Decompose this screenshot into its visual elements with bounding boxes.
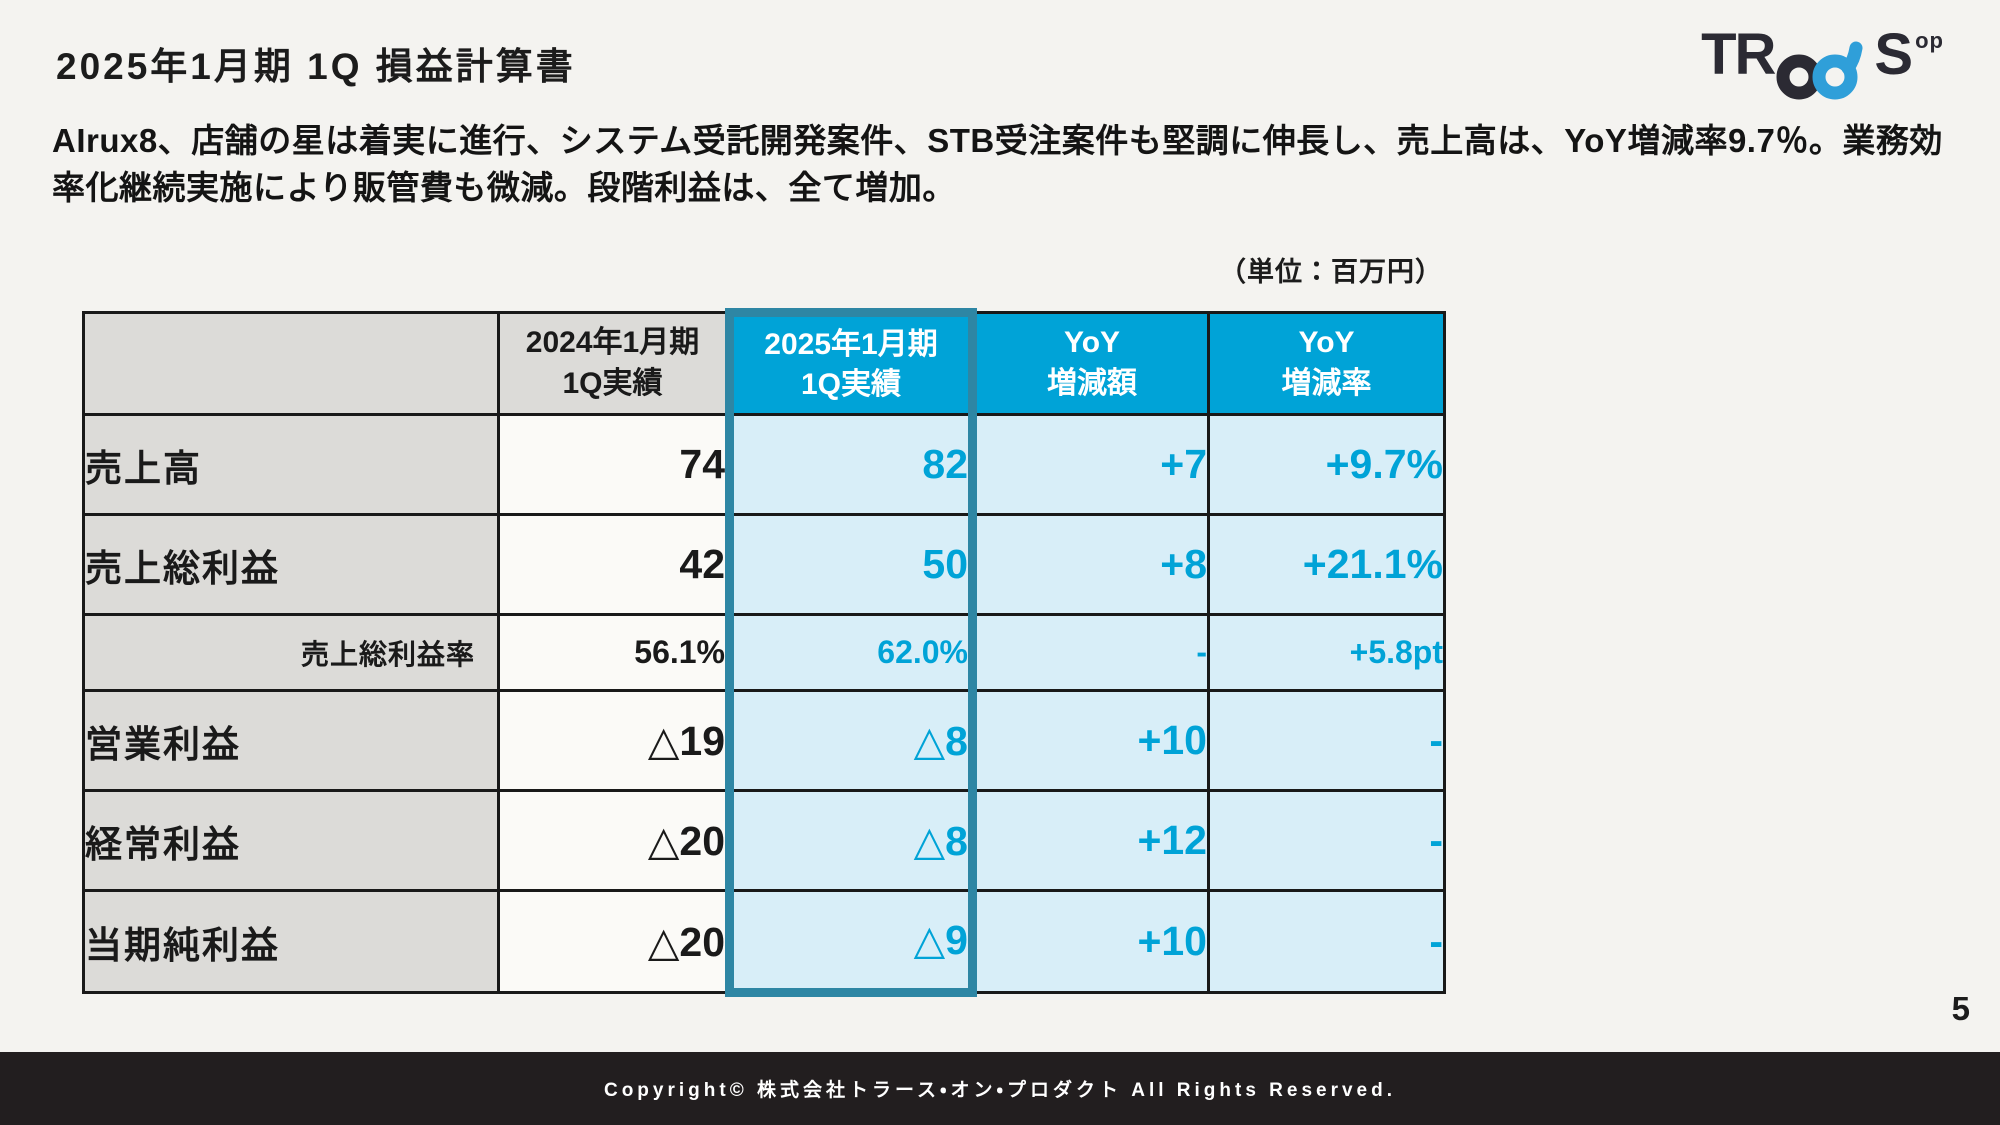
value-cell: 50 [725,513,977,616]
value-cell: △8 [725,689,977,792]
copyright-text: Copyright© 株式会社トラース・オン・プロダクト All Rights … [603,1080,1397,1101]
value-cell: △9 [725,889,977,997]
value-cell: +5.8pt [1207,613,1446,692]
row-label-cell: 経常利益 [82,789,500,892]
row-label-cell: 当期純利益 [82,889,500,994]
row-label-cell: 売上高 [82,413,500,516]
value-cell: +7 [971,413,1210,516]
value-cell: △8 [725,789,977,892]
unit-note: （単位：百万円） [1219,257,1443,287]
value-cell: +10 [971,689,1210,792]
logo-text-right: S [1874,22,1913,87]
column-header-cell: YoY 増減率 [1207,311,1446,416]
value-cell: 74 [497,413,731,516]
summary-text: AIrux8、店舗の星は着実に進行、システム受託開発案件、STB受注案件も堅調に… [52,122,1943,206]
pl-table-head: 2024年1月期 1Q実績 2025年1月期 1Q実績 YoY 増減額 YoY 増減率 [82,308,1446,416]
value-cell: +12 [971,789,1210,892]
logo-rings-icon [1776,41,1863,100]
value-cell: +9.7% [1207,413,1446,516]
value-cell: +8 [971,513,1210,616]
value-cell: △20 [497,789,731,892]
pl-table: 2024年1月期 1Q実績 2025年1月期 1Q実績 YoY 増減額 YoY 増減率 売上高… [82,308,1446,997]
row-label-cell: 売上総利益 [82,513,500,616]
value-cell: 56.1% [497,613,731,692]
value-cell: - [1207,889,1446,994]
value-cell: +10 [971,889,1210,994]
column-header-cell: 2024年1月期 1Q実績 [497,311,731,416]
pl-table-wrapper: 2024年1月期 1Q実績 2025年1月期 1Q実績 YoY 増減額 YoY 増減率 売上高… [82,308,1446,997]
value-cell: 82 [725,413,977,516]
page-number: 5 [1951,990,1970,1027]
row-label-cell: 売上総利益率 [82,613,500,692]
value-cell: △20 [497,889,731,994]
value-cell: - [1207,689,1446,792]
value-cell: - [971,613,1210,692]
value-cell: △19 [497,689,731,792]
header-blank-cell [82,311,500,416]
column-header-cell: YoY 増減額 [971,311,1210,416]
logo-text-left: TR [1701,22,1776,87]
page-title: 2025年1月期 1Q 損益計算書 [56,46,576,87]
pl-table-body: 売上高 74 82 +7 +9.7% 売上総利益 42 50 +8 +21.1% 売上総利益率 56.… [82,413,1446,997]
logo-superscript: op [1915,28,1944,53]
column-header-cell: 2025年1月期 1Q実績 [725,308,977,416]
value-cell: 62.0% [725,613,977,692]
company-logo: TR S op [1701,26,1944,102]
footer-bar: Copyright© 株式会社トラース・オン・プロダクト All Rights … [0,1052,2000,1125]
value-cell: 42 [497,513,731,616]
value-cell: +21.1% [1207,513,1446,616]
value-cell: - [1207,789,1446,892]
row-label-cell: 営業利益 [82,689,500,792]
